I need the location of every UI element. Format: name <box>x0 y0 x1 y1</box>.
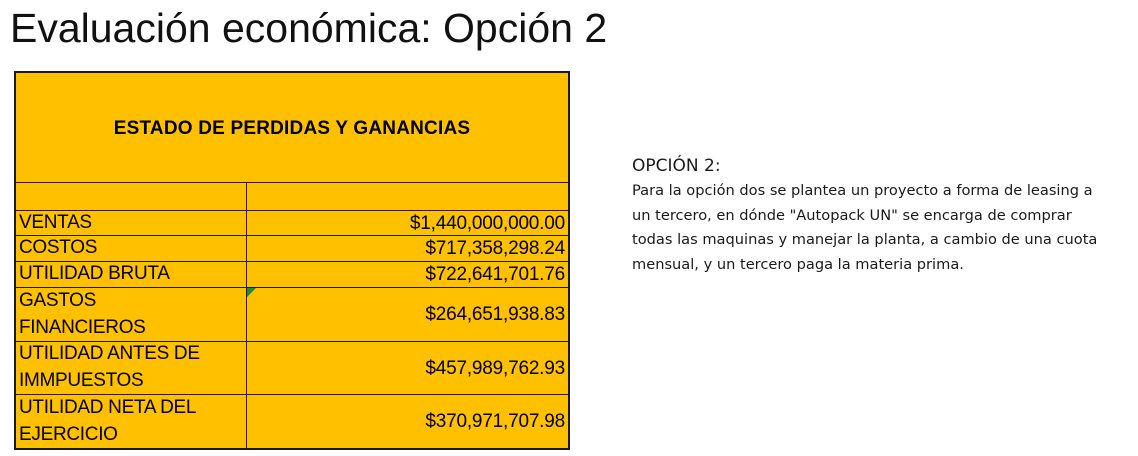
profit-loss-table: ESTADO DE PERDIDAS Y GANANCIAS VENTAS $1… <box>14 71 570 450</box>
table-row: COSTOS $717,358,298.24 <box>16 236 568 262</box>
row-label: UTILIDAD ANTES DE IMMPUESTOS <box>19 343 200 391</box>
row-value: $370,971,707.98 <box>425 411 565 432</box>
table-row: UTILIDAD ANTES DE IMMPUESTOS $457,989,76… <box>16 342 568 395</box>
row-value: $1,440,000,000.00 <box>409 213 565 234</box>
column-divider <box>246 183 247 448</box>
row-value: $717,358,298.24 <box>425 238 565 259</box>
row-label: COSTOS <box>19 237 98 258</box>
note-body: Para la opción dos se plantea un proyect… <box>632 182 1098 273</box>
row-label: UTILIDAD NETA DEL EJERCICIO <box>19 397 197 445</box>
row-value: $722,641,701.76 <box>425 264 565 285</box>
row-label: VENTAS <box>19 212 92 233</box>
table-row: VENTAS $1,440,000,000.00 <box>16 211 568 236</box>
table-row: UTILIDAD NETA DEL EJERCICIO $370,971,707… <box>16 395 568 448</box>
row-label: UTILIDAD BRUTA <box>19 263 170 284</box>
comment-indicator <box>247 288 256 297</box>
note-heading: OPCIÓN 2: <box>632 156 721 176</box>
row-value: $264,651,938.83 <box>425 304 565 325</box>
slide-title: Evaluación económica: Opción 2 <box>10 5 608 51</box>
table-spacer-row <box>16 183 568 211</box>
option-note: OPCIÓN 2: Para la opción dos se plantea … <box>632 153 1102 277</box>
row-label: GASTOS FINANCIEROS <box>19 290 146 338</box>
table-header: ESTADO DE PERDIDAS Y GANANCIAS <box>16 73 568 183</box>
table-row: UTILIDAD BRUTA $722,641,701.76 <box>16 262 568 288</box>
row-value: $457,989,762.93 <box>425 358 565 379</box>
table-row: GASTOS FINANCIEROS $264,651,938.83 <box>16 288 568 342</box>
